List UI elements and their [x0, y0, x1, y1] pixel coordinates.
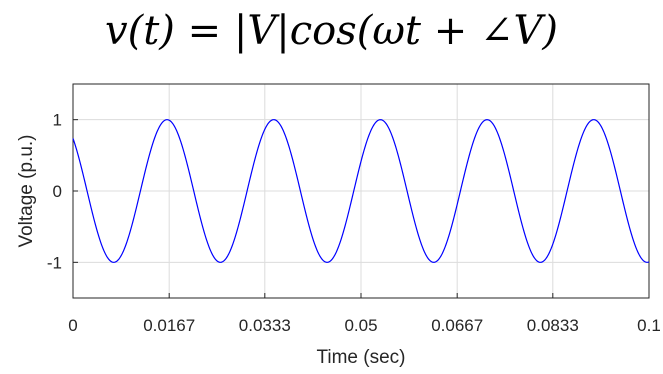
x-axis-label: Time (sec) — [316, 347, 405, 368]
grid — [73, 84, 649, 298]
x-tick-label: 0.0333 — [239, 316, 291, 335]
x-tick-label: 0.05 — [344, 316, 377, 335]
x-tick-label: 0.1 — [637, 316, 661, 335]
y-tick-label: 1 — [53, 111, 62, 130]
y-axis-label: Voltage (p.u.) — [16, 134, 37, 247]
tick-labels: 0 0.0167 0.0333 0.05 0.0667 0.0833 0.1 1 0 -1 — [47, 111, 661, 335]
voltage-series-line — [72, 119, 650, 263]
y-tick-label: -1 — [47, 253, 62, 272]
y-tick-label: 0 — [53, 182, 62, 201]
ticks — [72, 119, 650, 298]
x-tick-label: 0.0167 — [143, 316, 195, 335]
x-tick-label: 0 — [68, 316, 77, 335]
x-tick-label: 0.0833 — [527, 316, 579, 335]
equation-title: v(t) = |V|cos(ωt + ∠V) — [105, 8, 558, 54]
x-tick-label: 0.0667 — [431, 316, 483, 335]
